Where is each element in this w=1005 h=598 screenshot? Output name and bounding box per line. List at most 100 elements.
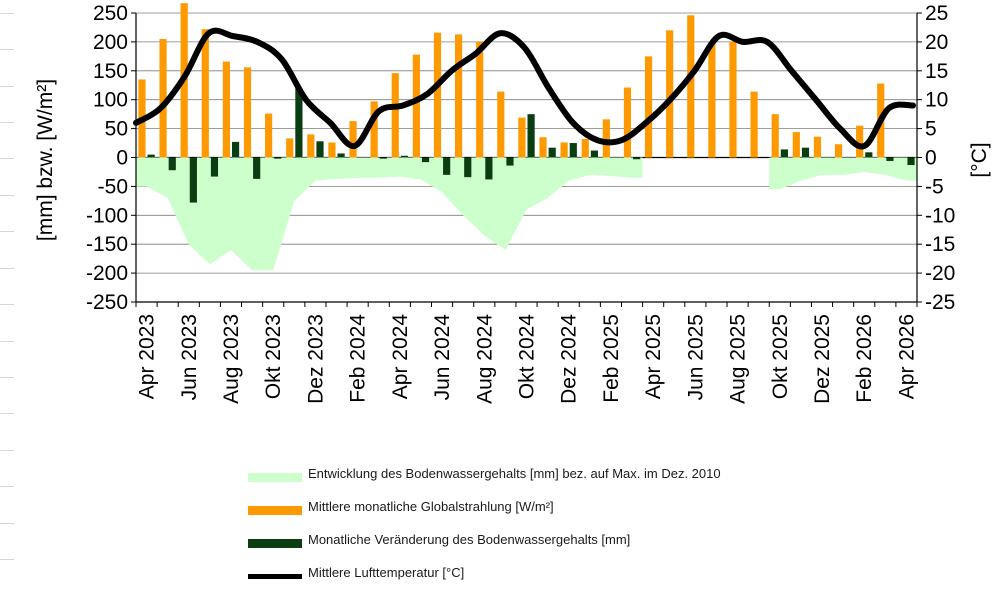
legend-swatch-change xyxy=(248,539,302,548)
change-bar xyxy=(316,141,324,158)
x-tick-label: Apr 2024 xyxy=(389,314,412,400)
change-bars xyxy=(147,88,915,203)
change-bar xyxy=(907,157,915,166)
radiation-bar xyxy=(307,134,315,158)
radiation-bar xyxy=(454,34,463,158)
legend-label-change: Monatliche Veränderung des Bodenwasserge… xyxy=(308,532,631,547)
edge-mark xyxy=(0,450,14,451)
legend-item-radiation: Mittlere monatliche Globalstrahlung [W/m… xyxy=(248,499,888,532)
y-tick-label: 150 xyxy=(93,60,128,83)
x-tick-label: Okt 2024 xyxy=(516,314,539,400)
legend-swatch-temperature xyxy=(248,574,302,579)
x-tick-label: Okt 2025 xyxy=(769,314,792,399)
edge-mark xyxy=(0,86,14,87)
soil-water-area xyxy=(136,157,917,271)
change-bar xyxy=(295,88,303,158)
y2-tick-label: -15 xyxy=(925,233,955,256)
x-tick-label: Aug 2024 xyxy=(473,314,496,404)
radiation-bar xyxy=(412,54,420,158)
edge-mark xyxy=(0,341,14,342)
change-bar xyxy=(421,157,430,163)
edge-mark xyxy=(0,377,14,378)
x-tick-label: Apr 2025 xyxy=(642,314,665,399)
change-bar xyxy=(506,157,514,166)
x-tick-label: Okt 2023 xyxy=(262,314,285,399)
temperature-line xyxy=(133,27,916,150)
radiation-bar xyxy=(687,15,695,158)
radiation-bar xyxy=(222,61,230,158)
y2-tick-label: 20 xyxy=(925,31,948,54)
edge-mark xyxy=(0,49,14,50)
radiation-bar xyxy=(518,117,526,158)
change-bar xyxy=(865,152,873,158)
edge-mark xyxy=(0,13,14,14)
x-tick-label: Aug 2025 xyxy=(727,314,750,404)
change-bar xyxy=(231,141,240,158)
legend-item-temperature: Mittlere Lufttemperatur [°C] xyxy=(248,565,888,598)
y-tick-label: -100 xyxy=(86,204,128,227)
radiation-bar xyxy=(623,87,632,158)
change-bar xyxy=(210,157,219,177)
radiation-bar xyxy=(771,114,779,158)
change-bar xyxy=(168,157,176,171)
radiation-bar xyxy=(243,67,252,158)
y2-tick-label: -10 xyxy=(925,204,955,227)
radiation-bar xyxy=(370,101,378,158)
soil-water-area-segment xyxy=(769,157,917,190)
edge-mark xyxy=(0,486,14,487)
change-bar xyxy=(886,157,894,161)
change-bar xyxy=(569,143,577,158)
y-tick-label: -200 xyxy=(86,262,128,285)
x-tick-label: Aug 2023 xyxy=(220,314,243,404)
radiation-bar xyxy=(581,139,589,158)
edge-mark xyxy=(0,195,14,196)
change-bar xyxy=(443,157,451,175)
legend-item-change: Monatliche Veränderung des Bodenwasserge… xyxy=(248,532,888,565)
radiation-bar xyxy=(349,121,357,158)
legend-label-radiation: Mittlere monatliche Globalstrahlung [W/m… xyxy=(308,499,554,514)
radiation-bar xyxy=(602,119,610,158)
x-tick-label: Jun 2023 xyxy=(178,314,201,400)
radiation-bar xyxy=(856,125,864,158)
x-tick-label: Apr 2026 xyxy=(895,314,918,399)
edge-mark xyxy=(0,122,14,123)
radiation-bar xyxy=(159,39,167,158)
edge-mark xyxy=(0,559,14,560)
change-bar xyxy=(485,157,493,180)
radiation-bars xyxy=(138,3,885,158)
radiation-bar xyxy=(476,41,484,158)
change-bar xyxy=(337,153,345,158)
legend-label-temperature: Mittlere Lufttemperatur [°C] xyxy=(308,565,465,580)
x-tick-label: Dez 2023 xyxy=(304,314,327,404)
y-tick-label: -50 xyxy=(98,175,128,198)
edge-mark xyxy=(0,413,14,414)
change-bar xyxy=(548,147,556,158)
x-tick-label: Dez 2025 xyxy=(811,314,834,404)
x-tick-label: Dez 2024 xyxy=(558,314,581,404)
change-bar xyxy=(590,150,599,158)
y2-tick-label: 10 xyxy=(925,89,948,112)
y-tick-label: 200 xyxy=(93,31,128,54)
x-tick-label: Feb 2024 xyxy=(347,314,370,403)
y-tick-label: -150 xyxy=(86,233,128,256)
y2-tick-label: -20 xyxy=(925,262,955,285)
change-bar xyxy=(379,157,387,159)
y2-axis-title: [°C] xyxy=(968,142,991,177)
x-tick-label: Feb 2026 xyxy=(853,314,876,403)
y2-tick-labels: 25 20 15 10 5 0 -5 -10 -15 -20 -25 xyxy=(925,2,955,314)
y2-tick-label: 0 xyxy=(925,147,937,170)
y-tick-label: 0 xyxy=(116,147,128,170)
edge-mark xyxy=(0,268,14,269)
radiation-bar xyxy=(433,32,442,158)
change-bar xyxy=(400,155,409,158)
y2-tick-label: 15 xyxy=(925,60,948,83)
y-tick-label: 100 xyxy=(93,89,128,112)
radiation-bar xyxy=(729,41,737,158)
x-tick-label: Feb 2025 xyxy=(600,314,623,403)
radiation-bar xyxy=(391,73,399,158)
y-axis-title: [mm] bzw. [W/m²] xyxy=(34,79,57,241)
change-bar xyxy=(633,157,641,160)
radiation-bar xyxy=(328,142,336,158)
edge-mark xyxy=(0,523,14,524)
